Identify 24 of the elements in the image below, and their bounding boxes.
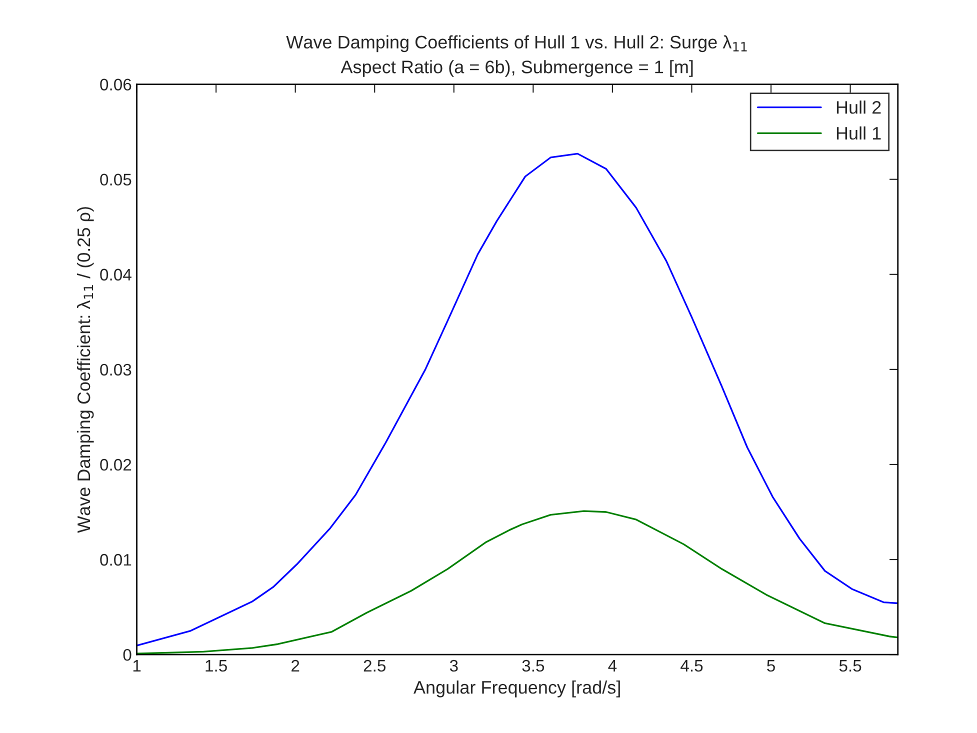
x-tick-label: 1 bbox=[133, 660, 141, 672]
chart-subtitle: Aspect Ratio (a = 6b), Submergence = 1 [m] bbox=[340, 60, 693, 77]
x-tick-label: 2 bbox=[292, 660, 300, 672]
x-axis-title: Angular Frequency [rad/s] bbox=[413, 680, 620, 698]
x-tick-label: 2.5 bbox=[364, 660, 386, 672]
y-tick-label: 0 bbox=[123, 648, 132, 661]
x-tick-label: 3 bbox=[450, 660, 458, 672]
x-tick-label: 1.5 bbox=[206, 660, 227, 672]
y-tick-label: 0.02 bbox=[100, 458, 132, 471]
y-tick-label: 0.01 bbox=[100, 554, 132, 566]
legend-label: Hull 2 bbox=[836, 100, 881, 114]
y-tick-label: 0.06 bbox=[100, 78, 132, 90]
y-tick-label: 0.05 bbox=[100, 174, 132, 186]
x-tick-label: 3.5 bbox=[522, 660, 544, 672]
x-tick-label: 4 bbox=[608, 660, 617, 672]
legend-label: Hull 1 bbox=[836, 126, 881, 140]
y-axis-title: Wave Damping Coefficient: λ$_{11}$ / (0.25 ρ) bbox=[76, 207, 94, 533]
line-series bbox=[136, 152, 898, 646]
x-tick-label: 4.5 bbox=[680, 660, 703, 672]
chart-title: Wave Damping Coefficients of Hull 1 vs. Hull 2: Surge λ$_{11}$ bbox=[286, 35, 747, 52]
y-tick-label: 0.03 bbox=[100, 364, 132, 376]
x-tick-label: 5 bbox=[767, 660, 775, 672]
y-tick-label: 0.04 bbox=[100, 268, 132, 281]
x-tick-label: 5.5 bbox=[839, 660, 862, 672]
